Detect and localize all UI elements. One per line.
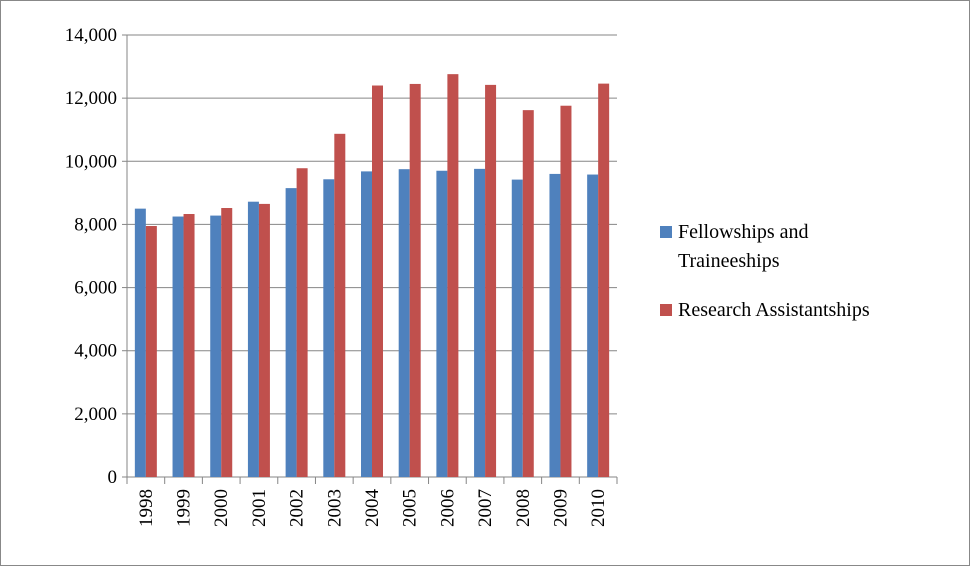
x-tick-label: 2000: [211, 489, 232, 527]
bar: [247, 201, 259, 477]
x-tick-label: 2007: [475, 489, 496, 527]
x-tick-label: 2009: [550, 489, 571, 527]
x-tick-label: 2008: [513, 489, 534, 527]
legend-label: Fellowships and Traineeships: [678, 221, 809, 272]
legend-swatch: [660, 226, 672, 238]
bar: [296, 168, 308, 477]
x-tick-label: 2001: [249, 489, 270, 527]
y-tick-label: 4,000: [74, 341, 117, 362]
legend-swatch: [660, 304, 672, 316]
bar: [511, 179, 523, 477]
bar: [372, 85, 383, 477]
bar: [285, 188, 297, 477]
bar: [598, 83, 610, 478]
bar: [334, 133, 346, 477]
x-tick-label: 2003: [324, 489, 345, 527]
x-tick-label: 2010: [588, 489, 609, 527]
y-tick-label: 6,000: [74, 278, 117, 299]
bar: [549, 173, 561, 477]
bar: [409, 83, 421, 477]
y-tick-label: 0: [108, 467, 118, 488]
y-tick-label: 8,000: [74, 214, 117, 235]
bar: [172, 216, 184, 478]
bar: [398, 169, 410, 477]
bar: [522, 110, 534, 477]
bar: [587, 174, 599, 477]
legend-item: Fellowships and Traineeships: [660, 218, 960, 276]
bar: [485, 84, 497, 477]
y-tick-label: 14,000: [65, 25, 117, 46]
x-tick-label: 2006: [437, 489, 458, 527]
legend-label: Research Assistantships: [678, 299, 870, 321]
x-tick-label: 1998: [136, 489, 157, 527]
y-tick-label: 10,000: [65, 151, 117, 172]
bar: [447, 74, 459, 478]
bar: [221, 208, 233, 478]
bar: [474, 168, 486, 477]
bar: [560, 105, 572, 477]
x-tick-label: 1999: [174, 489, 195, 527]
bar: [145, 226, 157, 477]
bar: [134, 208, 146, 477]
x-tick-label: 2005: [400, 489, 421, 527]
bar: [258, 203, 270, 477]
bar: [361, 171, 372, 478]
bar: [323, 179, 335, 477]
x-tick-label: 2004: [362, 489, 383, 528]
y-tick-label: 12,000: [65, 88, 117, 109]
bar: [210, 215, 222, 478]
legend: Fellowships and Traineeships Research Ass…: [660, 218, 960, 345]
x-tick-label: 2002: [287, 489, 308, 527]
bar: [183, 214, 195, 477]
legend-item: Research Assistantships: [660, 296, 960, 325]
bar: [436, 170, 448, 477]
y-tick-label: 2,000: [74, 404, 117, 425]
